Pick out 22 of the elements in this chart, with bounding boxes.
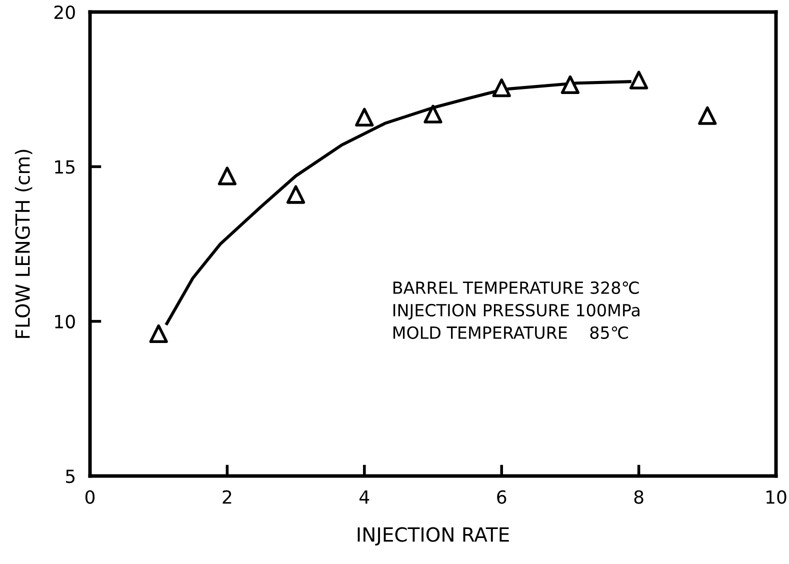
point	[698, 106, 717, 125]
x-tick-label: 4	[360, 490, 370, 504]
point	[560, 75, 580, 94]
point	[355, 108, 374, 126]
x-axis-title: INJECTION RATE	[358, 527, 509, 546]
point	[424, 104, 442, 124]
y-tick-label: 15	[55, 160, 75, 174]
point	[286, 185, 306, 204]
annotation: BARREL TEMPERATURE 328℃ INJECTION PRESSURE 100MPa MOLD TEMPERATURE 85℃	[393, 281, 640, 339]
point	[149, 324, 168, 344]
y-tick-label: 5	[66, 470, 75, 484]
point	[629, 70, 648, 90]
point	[492, 78, 511, 98]
y-axis-title: FLOW LENGTH (cm)	[14, 150, 32, 338]
x-tick-label: 6	[497, 490, 506, 504]
y-tick-label: 20	[54, 5, 75, 20]
x-tick-label: 2	[222, 490, 232, 504]
x-tick-label: 8	[634, 490, 644, 504]
x-tick-label: 10	[766, 490, 786, 504]
y-tick-label: 10	[55, 314, 75, 328]
point	[218, 166, 237, 186]
x-tick-label: 0	[85, 490, 95, 504]
